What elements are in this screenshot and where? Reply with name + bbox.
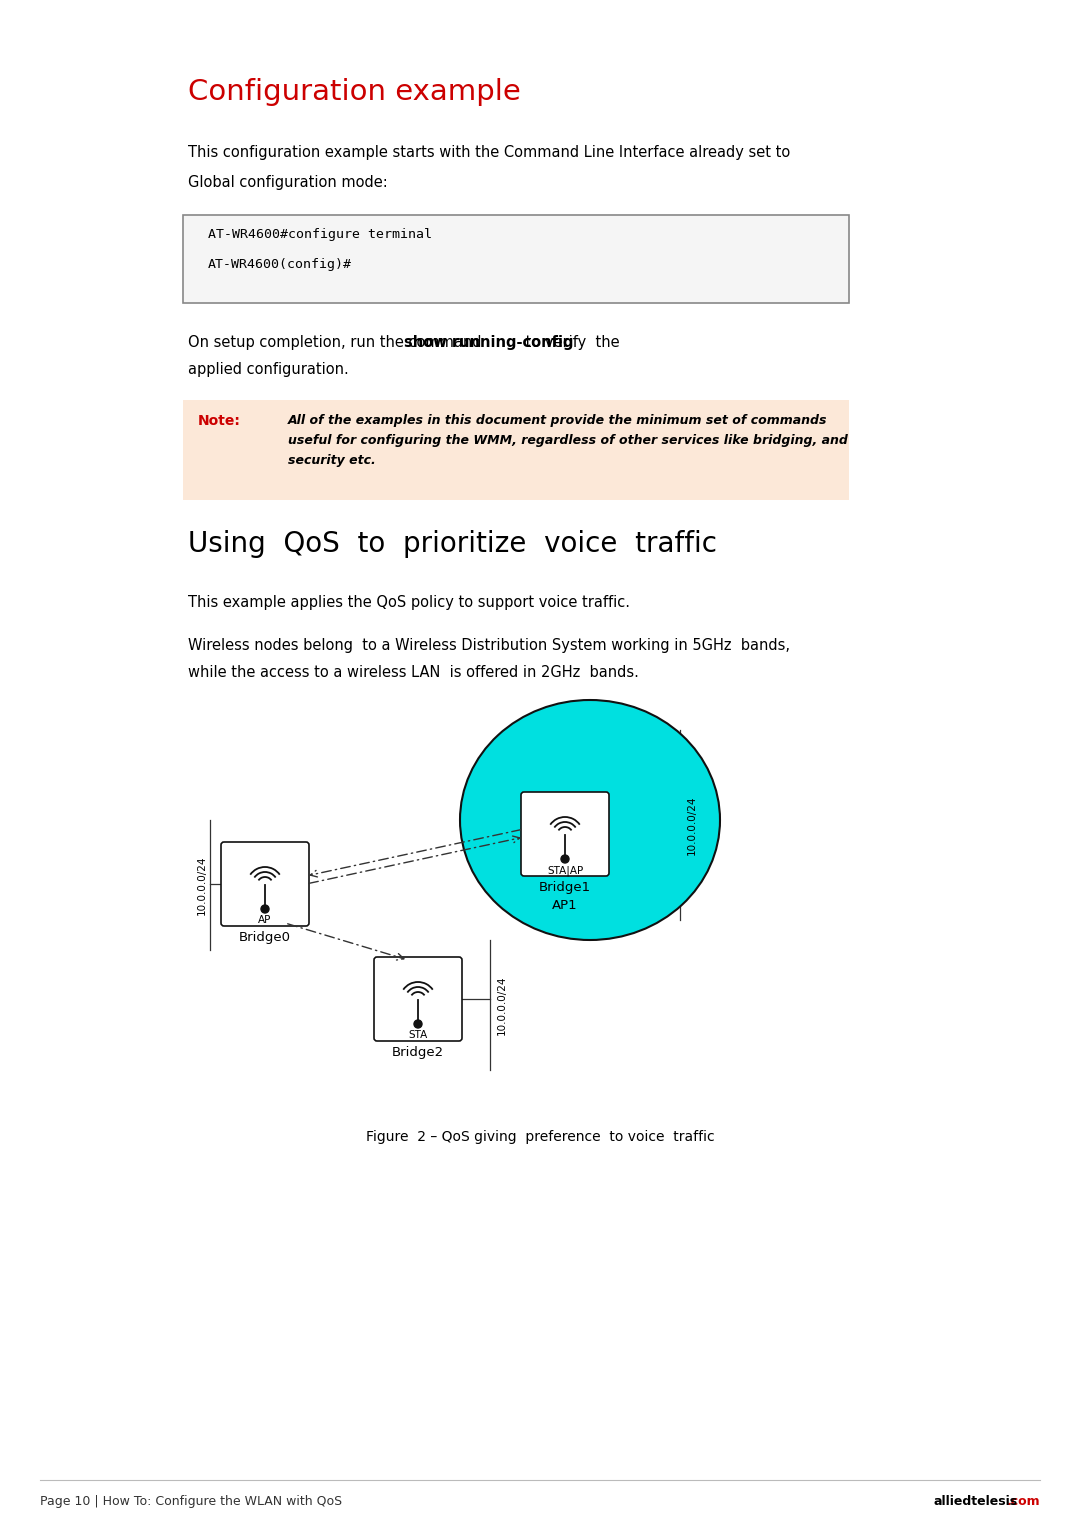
Text: show running-config: show running-config bbox=[404, 334, 573, 350]
Text: 10.0.0.0/24: 10.0.0.0/24 bbox=[197, 855, 207, 915]
Text: alliedtelesis: alliedtelesis bbox=[934, 1495, 1018, 1509]
Circle shape bbox=[414, 1020, 422, 1028]
Text: STA|AP: STA|AP bbox=[546, 864, 583, 875]
Text: 10.0.0.0/24: 10.0.0.0/24 bbox=[687, 796, 697, 855]
Text: AP: AP bbox=[258, 915, 272, 925]
Text: 10.0.0.0/24: 10.0.0.0/24 bbox=[497, 976, 507, 1035]
Text: security etc.: security etc. bbox=[288, 454, 376, 467]
FancyBboxPatch shape bbox=[374, 957, 462, 1041]
Text: Using  QoS  to  prioritize  voice  traffic: Using QoS to prioritize voice traffic bbox=[188, 530, 717, 557]
Text: This example applies the QoS policy to support voice traffic.: This example applies the QoS policy to s… bbox=[188, 596, 630, 609]
Circle shape bbox=[261, 906, 269, 913]
Text: while the access to a wireless LAN  is offered in 2GHz  bands.: while the access to a wireless LAN is of… bbox=[188, 664, 639, 680]
Circle shape bbox=[561, 855, 569, 863]
Text: Figure  2 – QoS giving  preference  to voice  traffic: Figure 2 – QoS giving preference to voic… bbox=[366, 1130, 714, 1144]
Text: to verify  the: to verify the bbox=[522, 334, 620, 350]
Text: .com: .com bbox=[1007, 1495, 1040, 1509]
Text: All of the examples in this document provide the minimum set of commands: All of the examples in this document pro… bbox=[288, 414, 827, 428]
Text: AP1: AP1 bbox=[552, 899, 578, 912]
FancyBboxPatch shape bbox=[183, 400, 849, 499]
Text: On setup completion, run the command: On setup completion, run the command bbox=[188, 334, 486, 350]
Text: Bridge1: Bridge1 bbox=[539, 881, 591, 893]
Text: This configuration example starts with the Command Line Interface already set to: This configuration example starts with t… bbox=[188, 145, 791, 160]
FancyBboxPatch shape bbox=[183, 215, 849, 302]
Text: AT-WR4600(config)#: AT-WR4600(config)# bbox=[208, 258, 352, 270]
Ellipse shape bbox=[460, 699, 720, 941]
Text: Global configuration mode:: Global configuration mode: bbox=[188, 176, 388, 189]
Text: Bridge0: Bridge0 bbox=[239, 931, 291, 944]
Text: Bridge2: Bridge2 bbox=[392, 1046, 444, 1060]
Text: Configuration example: Configuration example bbox=[188, 78, 521, 105]
Text: useful for configuring the WMM, regardless of other services like bridging, and: useful for configuring the WMM, regardle… bbox=[288, 434, 848, 447]
Text: Page 10 | How To: Configure the WLAN with QoS: Page 10 | How To: Configure the WLAN wit… bbox=[40, 1495, 342, 1509]
Text: Note:: Note: bbox=[198, 414, 241, 428]
FancyBboxPatch shape bbox=[221, 841, 309, 925]
Text: applied configuration.: applied configuration. bbox=[188, 362, 349, 377]
Text: Wireless nodes belong  to a Wireless Distribution System working in 5GHz  bands,: Wireless nodes belong to a Wireless Dist… bbox=[188, 638, 789, 654]
Text: AT-WR4600#configure terminal: AT-WR4600#configure terminal bbox=[208, 228, 432, 241]
FancyBboxPatch shape bbox=[521, 793, 609, 876]
Text: STA: STA bbox=[408, 1031, 428, 1040]
